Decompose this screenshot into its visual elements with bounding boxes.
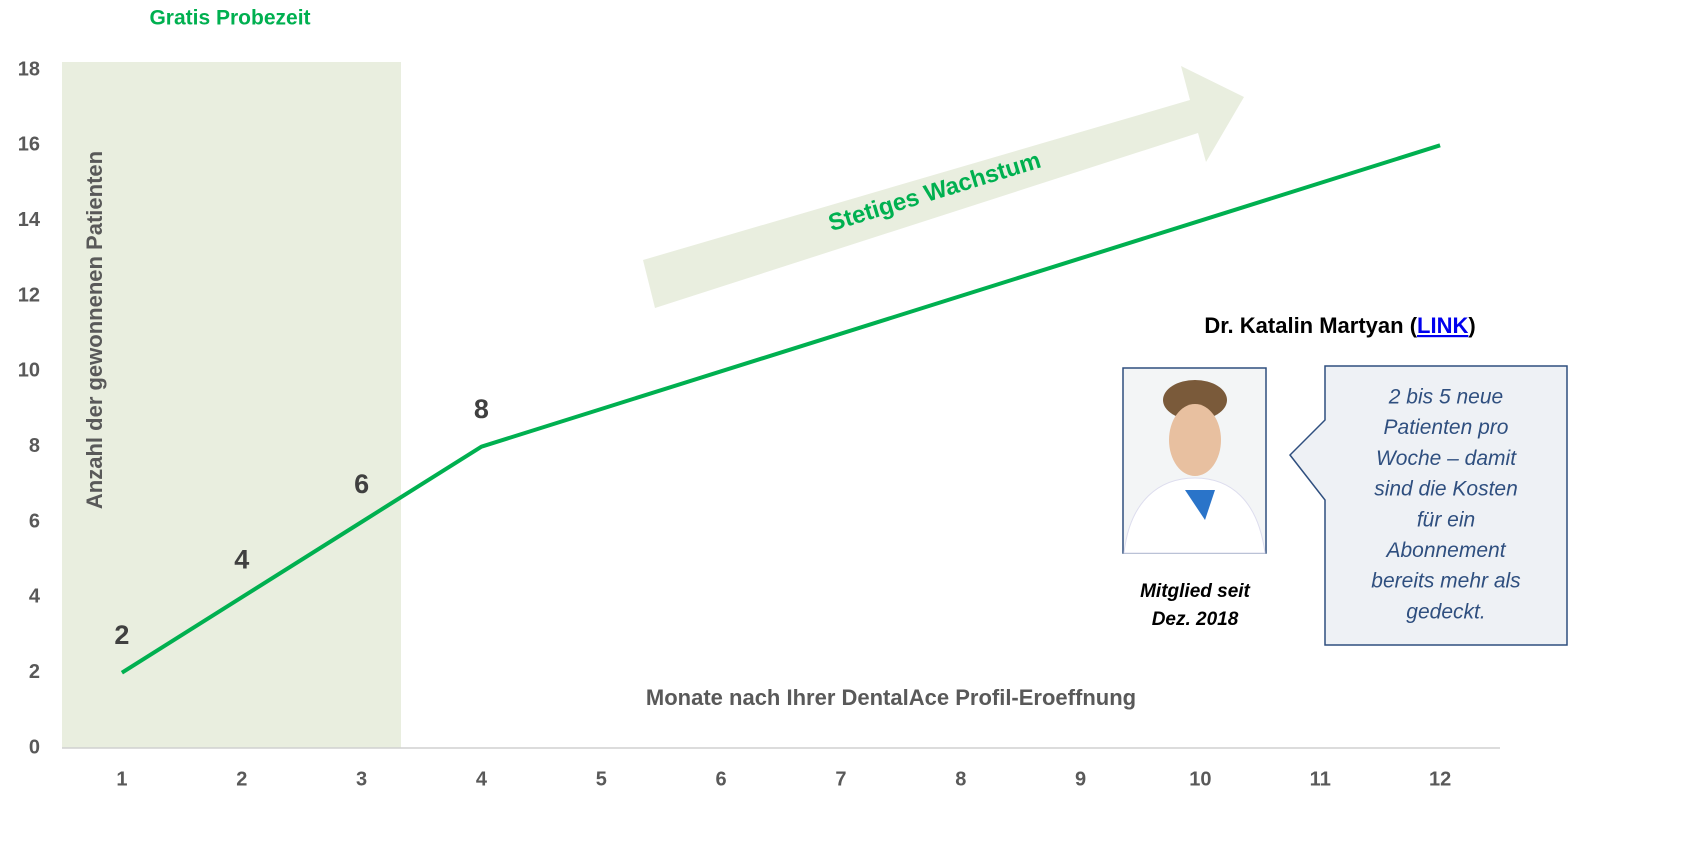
name-prefix: Dr. Katalin Martyan ( (1204, 313, 1417, 338)
quote-line: Abonnement (1384, 539, 1506, 562)
quote-line: 2 bis 5 neue (1388, 386, 1503, 409)
photo-face (1169, 404, 1221, 476)
quote-line: für ein (1417, 508, 1475, 531)
x-tick-label: 9 (1075, 768, 1086, 790)
quote-line: Patienten pro (1384, 416, 1509, 439)
x-tick-label: 6 (716, 768, 727, 790)
chart-title: Gratis Probezeit (149, 7, 310, 30)
profile-name: Dr. Katalin Martyan (LINK) (1204, 313, 1475, 338)
data-label: 8 (474, 394, 489, 424)
x-tick-label: 8 (955, 768, 966, 790)
x-axis-label: Monate nach Ihrer DentalAce Profil-Eroef… (646, 685, 1136, 710)
quote-line: Woche – damit (1376, 447, 1517, 470)
x-tick-label: 2 (236, 768, 247, 790)
y-tick-label: 8 (29, 435, 40, 457)
profile: Dr. Katalin Martyan (LINK) Mitglied seit… (1123, 313, 1567, 645)
chart: Gratis Probezeit Anzahl der gewonnenen P… (0, 0, 1706, 862)
y-tick-label: 18 (18, 58, 40, 80)
name-suffix: ) (1468, 313, 1475, 338)
x-tick-label: 12 (1429, 768, 1451, 790)
x-tick-label: 3 (356, 768, 367, 790)
member-since: Dez. 2018 (1152, 609, 1239, 630)
y-tick-label: 12 (18, 284, 40, 306)
quote-line: sind die Kosten (1374, 478, 1518, 501)
x-tick-label: 4 (476, 768, 488, 790)
quote-line: gedeckt. (1406, 600, 1485, 623)
x-tick-label: 10 (1189, 768, 1211, 790)
x-tick-label: 7 (835, 768, 846, 790)
y-tick-label: 10 (18, 360, 40, 382)
data-label: 4 (234, 544, 249, 574)
profile-link[interactable]: LINK (1417, 313, 1468, 338)
y-tick-label: 14 (18, 209, 41, 231)
x-tick-label: 11 (1310, 768, 1331, 790)
x-tick-label: 1 (116, 768, 127, 790)
y-tick-label: 0 (29, 736, 40, 758)
y-tick-label: 6 (29, 510, 40, 532)
y-axis-label: Anzahl der gewonnenen Patienten (82, 151, 107, 509)
y-tick-label: 4 (29, 586, 41, 608)
quote-line: bereits mehr als (1371, 570, 1521, 593)
data-label: 2 (114, 620, 129, 650)
trial-region (62, 62, 401, 748)
x-tick-label: 5 (596, 768, 607, 790)
data-label: 6 (354, 469, 369, 499)
member-since: Mitglied seit (1140, 581, 1250, 602)
y-tick-label: 2 (29, 661, 40, 683)
y-tick-label: 16 (18, 134, 40, 156)
